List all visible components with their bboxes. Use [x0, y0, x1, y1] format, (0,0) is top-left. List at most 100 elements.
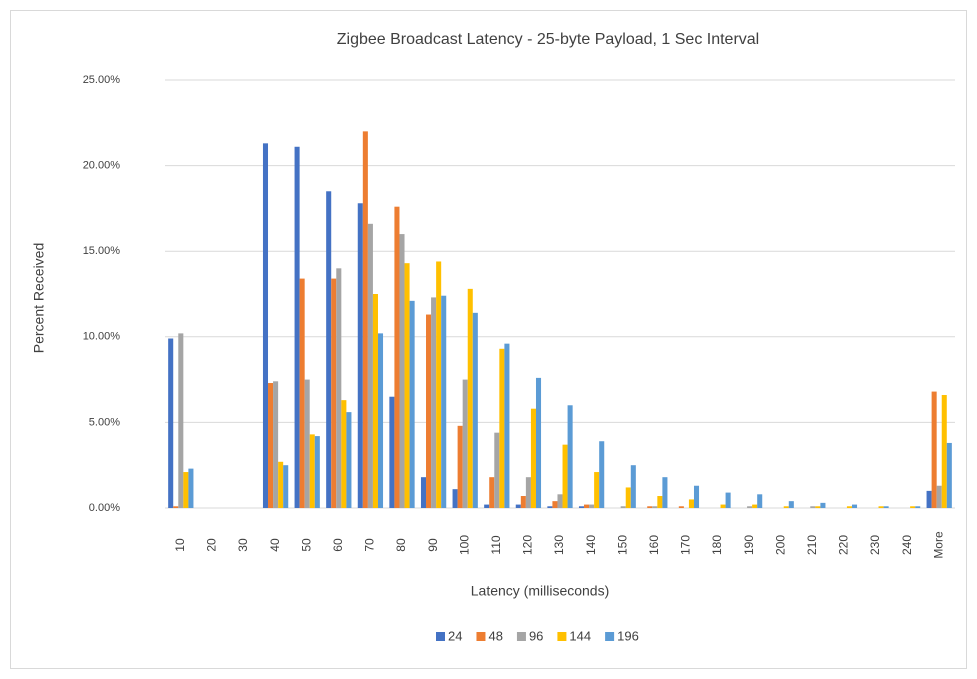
chart-frame: [10, 10, 967, 669]
bar: [910, 506, 916, 508]
bar: [404, 263, 410, 508]
x-tick-label: 130: [552, 535, 566, 555]
x-tick-label: 160: [647, 535, 661, 555]
bar: [357, 203, 363, 509]
legend-label: 196: [617, 628, 639, 643]
legend-label: 144: [569, 628, 591, 643]
legend-swatch: [476, 632, 486, 641]
chart-title: Zigbee Broadcast Latency - 25-byte Paylo…: [337, 31, 759, 48]
bar: [494, 432, 500, 508]
y-axis-title: Percent Received: [31, 243, 47, 354]
bar: [941, 395, 947, 508]
bar: [362, 131, 368, 509]
bar: [625, 487, 631, 508]
x-tick-label: 100: [457, 535, 471, 555]
x-tick-label: 40: [268, 538, 282, 552]
x-tick-label: 10: [173, 538, 187, 552]
bar: [578, 506, 585, 508]
bar: [926, 490, 932, 508]
bar: [594, 472, 600, 508]
bar: [567, 405, 573, 508]
bar: [499, 348, 505, 508]
bar: [747, 506, 753, 508]
bar: [389, 396, 395, 508]
y-tick-label: 0.00%: [89, 502, 120, 514]
bar: [283, 465, 289, 508]
bar: [346, 412, 352, 508]
bar: [394, 206, 400, 509]
bar: [931, 391, 937, 508]
legend-swatch: [557, 632, 567, 641]
legend-swatch: [516, 632, 526, 641]
x-tick-label: 20: [205, 538, 219, 552]
x-tick-label: 80: [394, 538, 408, 552]
bar: [178, 333, 184, 508]
bar: [562, 444, 568, 508]
bar: [757, 494, 763, 508]
x-tick-label: 170: [679, 535, 693, 555]
bar: [525, 477, 531, 508]
bar: [409, 300, 415, 508]
bar: [462, 379, 468, 508]
bar: [720, 504, 726, 508]
y-tick-label: 25.00%: [83, 74, 121, 86]
bar: [552, 501, 558, 508]
y-tick-label: 20.00%: [83, 160, 121, 172]
x-tick-label: 60: [331, 538, 345, 552]
bar: [936, 485, 942, 508]
bar: [452, 489, 458, 508]
legend-swatch: [605, 632, 615, 641]
x-tick-label: 210: [805, 535, 819, 555]
bar: [547, 506, 553, 508]
bar: [304, 379, 310, 508]
bar: [467, 288, 473, 508]
x-tick-label: 190: [742, 535, 756, 555]
x-tick-label: More: [931, 531, 945, 559]
bar: [299, 278, 305, 508]
bar: [331, 278, 337, 508]
bar: [584, 504, 590, 508]
bar: [788, 501, 794, 508]
legend-label: 96: [529, 628, 543, 643]
bar: [530, 408, 536, 508]
bar: [851, 504, 858, 508]
bar: [441, 295, 447, 508]
bar: [472, 312, 478, 508]
bar: [372, 294, 378, 508]
y-tick-label: 15.00%: [83, 245, 121, 257]
y-tick-label: 10.00%: [83, 331, 121, 343]
bar: [294, 146, 300, 508]
bar: [309, 434, 315, 508]
bar: [652, 506, 658, 508]
bar: [399, 234, 405, 508]
bar: [341, 400, 347, 508]
bar: [946, 442, 952, 508]
bar: [630, 465, 636, 508]
x-tick-label: 140: [584, 535, 598, 555]
bar: [336, 268, 342, 508]
bar: [589, 504, 595, 508]
x-tick-label: 230: [868, 535, 882, 555]
bar: [752, 504, 758, 508]
bar: [647, 506, 653, 508]
bar: [783, 506, 789, 508]
x-axis-title: Latency (milliseconds): [471, 583, 610, 599]
bar: [314, 436, 320, 508]
x-tick-label: 50: [299, 538, 313, 552]
bar: [420, 477, 427, 508]
x-tick-label: 180: [710, 535, 724, 555]
bar: [820, 502, 826, 508]
x-tick-label: 110: [489, 535, 503, 554]
bar: [431, 297, 437, 508]
bar: [810, 506, 816, 508]
bar: [599, 441, 605, 508]
bar: [915, 506, 921, 508]
bar: [436, 261, 442, 508]
bar: [278, 461, 284, 508]
bar: [688, 499, 694, 508]
bar: [183, 472, 189, 508]
bar: [173, 506, 179, 508]
bar: [268, 383, 274, 508]
y-tick-label: 5.00%: [89, 416, 120, 428]
